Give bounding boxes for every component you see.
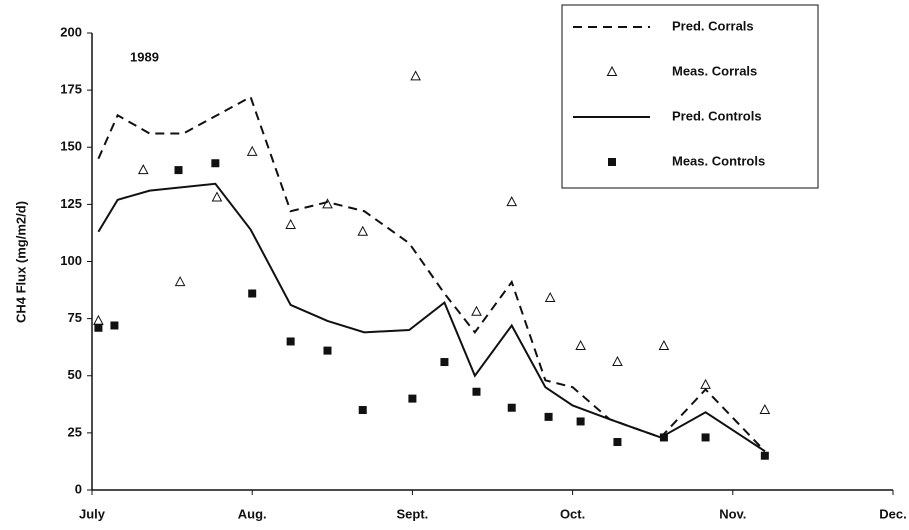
legend-swatch [606,65,618,76]
x-tick-label: Aug. [238,506,267,521]
triangle-marker [544,291,556,303]
series-line [97,182,766,452]
triangle-marker [658,339,670,351]
series-line [97,95,766,452]
square-marker [211,159,220,168]
triangle-marker [357,225,369,236]
y-tick-label: 50 [68,367,82,382]
x-tick-label: July [79,506,106,521]
y-tick-label: 200 [60,24,82,39]
triangle-marker [137,164,149,175]
square-marker [659,433,668,442]
square-marker [110,321,119,330]
legend-label: Meas. Corrals [672,63,757,78]
square-marker [286,337,295,346]
triangle-marker [506,196,518,207]
annotation: 1989 [130,49,159,64]
legend-label: Pred. Controls [672,108,762,123]
square-marker [358,406,367,415]
triangle-marker [211,191,223,202]
square-marker [507,403,516,412]
y-tick-label: 25 [68,424,82,439]
square-marker [440,358,449,367]
y-tick-label: 125 [60,196,82,211]
triangle-marker [246,145,258,156]
square-marker [323,346,332,355]
y-tick-label: 100 [60,253,82,268]
square-marker [576,417,585,426]
y-axis-label: CH4 Flux (mg/m2/d) [13,201,28,323]
triangle-marker [285,218,296,229]
legend-label: Meas. Controls [672,153,765,168]
triangle-marker [612,355,623,367]
square-marker [613,438,622,447]
legend-box [561,4,819,189]
x-tick-label: Nov. [719,506,746,521]
triangle-marker [322,198,333,209]
legend-swatch [608,158,616,166]
triangle-marker [700,378,711,389]
x-tick-label: Dec. [879,506,906,521]
square-marker [760,451,769,460]
y-tick-label: 75 [68,310,82,325]
x-tick-label: Sept. [397,506,429,521]
y-tick-label: 0 [75,481,82,496]
triangle-marker [575,339,586,351]
triangle-marker [174,275,186,287]
triangle-marker [471,305,482,316]
triangle-marker [759,403,771,415]
triangle-marker [410,70,421,81]
square-marker [544,412,553,421]
triangle-marker [93,314,104,325]
x-tick-label: Oct. [560,506,585,521]
y-tick-label: 150 [60,139,82,154]
y-tick-label: 175 [60,82,82,97]
square-marker [472,387,481,396]
square-marker [174,166,183,175]
square-marker [701,433,710,442]
square-marker [94,323,103,332]
legend-label: Pred. Corrals [672,18,754,33]
square-marker [408,394,417,403]
square-marker [248,289,257,298]
